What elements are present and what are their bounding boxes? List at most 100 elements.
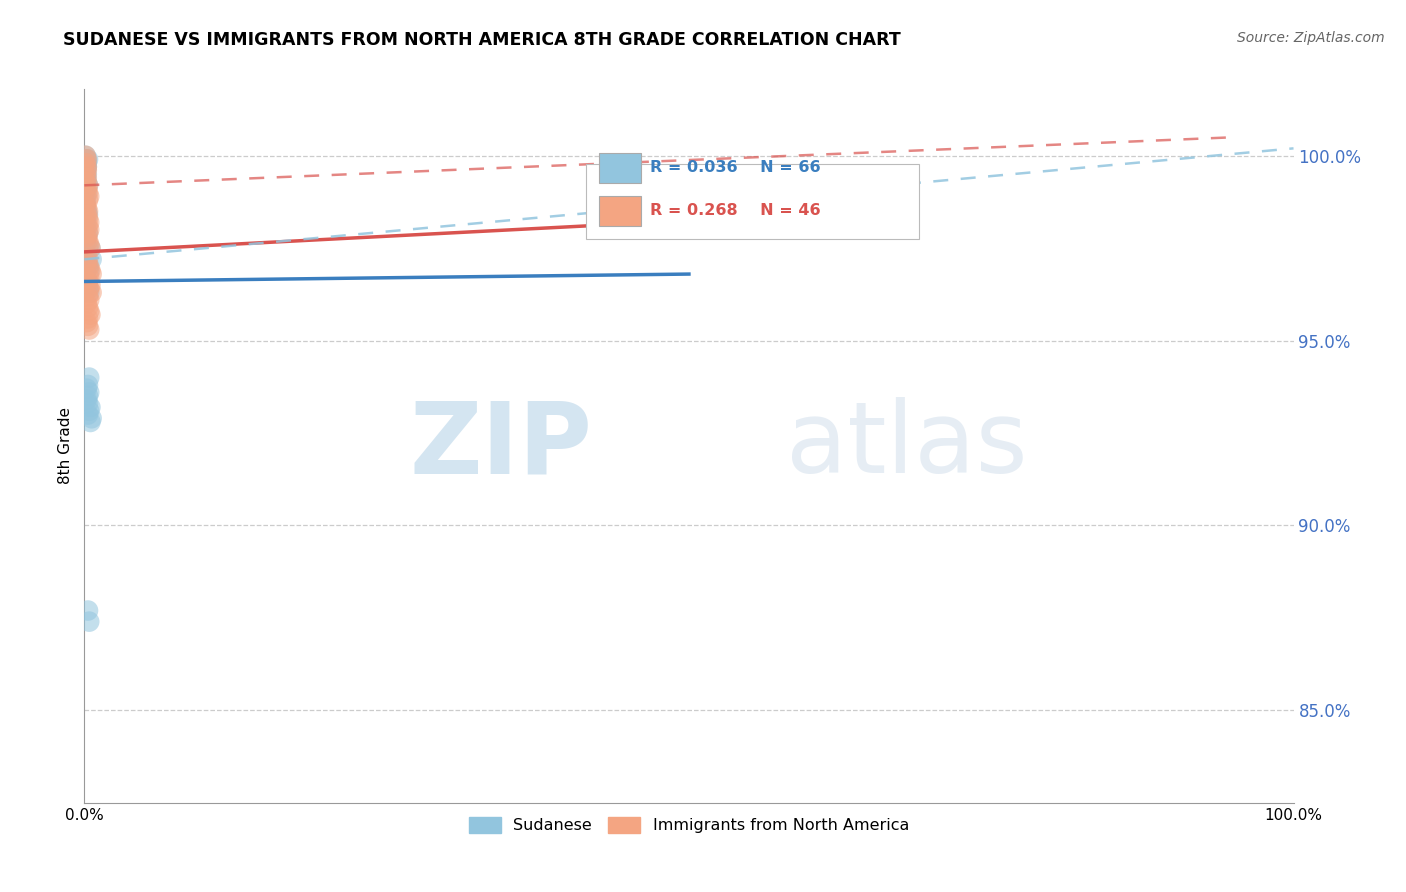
Point <box>77 227 100 241</box>
Point <box>75 189 97 203</box>
Point <box>75 201 97 215</box>
Point <box>80 411 103 425</box>
Point <box>76 296 98 310</box>
Point <box>80 252 103 267</box>
Point <box>76 153 98 167</box>
Legend: Sudanese, Immigrants from North America: Sudanese, Immigrants from North America <box>461 809 917 841</box>
Point <box>77 370 100 384</box>
Point <box>75 175 97 189</box>
Point <box>77 285 100 300</box>
Point <box>77 241 100 255</box>
Point <box>76 160 98 174</box>
Point <box>79 241 101 255</box>
Point <box>77 275 100 289</box>
Point <box>75 193 97 207</box>
Point <box>77 193 100 207</box>
Point <box>75 167 97 181</box>
Point <box>79 241 101 255</box>
Point <box>77 252 100 267</box>
Point <box>75 163 97 178</box>
Point <box>77 227 100 241</box>
Point <box>77 260 100 274</box>
Point <box>80 267 103 281</box>
Point <box>77 237 100 252</box>
Point <box>75 170 97 185</box>
Point <box>75 252 97 267</box>
Point <box>77 270 100 285</box>
FancyBboxPatch shape <box>599 196 641 227</box>
Point <box>77 282 100 296</box>
Point <box>76 186 98 200</box>
Point <box>75 237 97 252</box>
Point <box>77 263 100 277</box>
Point <box>77 408 100 422</box>
Point <box>76 230 98 244</box>
Point <box>77 186 100 200</box>
Point <box>76 201 98 215</box>
Point <box>79 263 101 277</box>
Point <box>77 178 100 193</box>
Point <box>76 160 98 174</box>
FancyBboxPatch shape <box>599 153 641 184</box>
Point <box>76 204 98 219</box>
Point <box>75 149 97 163</box>
Point <box>77 211 100 226</box>
Point <box>76 182 98 196</box>
Point <box>77 278 100 293</box>
Point <box>77 260 100 274</box>
Point <box>77 204 100 219</box>
Point <box>76 175 98 189</box>
Point <box>75 270 97 285</box>
Point <box>77 318 100 333</box>
Point <box>77 219 100 233</box>
Text: R = 0.036    N = 66: R = 0.036 N = 66 <box>650 161 821 175</box>
Point <box>79 278 101 293</box>
Point <box>75 170 97 185</box>
Point <box>77 208 100 222</box>
Point <box>75 215 97 229</box>
Point <box>77 234 100 248</box>
Point <box>77 396 100 410</box>
Point <box>75 244 97 259</box>
Point <box>76 256 98 270</box>
Point <box>77 603 100 617</box>
Point <box>75 153 97 167</box>
Point <box>77 404 100 418</box>
Point <box>77 189 100 203</box>
Point <box>77 304 100 318</box>
Point <box>76 230 98 244</box>
FancyBboxPatch shape <box>586 164 918 239</box>
Point <box>77 256 100 270</box>
Y-axis label: 8th Grade: 8th Grade <box>58 408 73 484</box>
Point <box>77 282 100 296</box>
Point <box>77 615 100 629</box>
Text: ZIP: ZIP <box>409 398 592 494</box>
Point <box>80 285 103 300</box>
Point <box>75 223 97 237</box>
Point <box>77 311 100 326</box>
Point <box>75 175 97 189</box>
Point <box>75 163 97 178</box>
Point <box>75 156 97 170</box>
Point <box>79 400 101 414</box>
Point <box>77 153 100 167</box>
Point <box>76 392 98 407</box>
Point <box>77 223 100 237</box>
Point <box>75 156 97 170</box>
Point <box>75 196 97 211</box>
Point <box>75 156 97 170</box>
Point <box>75 182 97 196</box>
Point <box>77 215 100 229</box>
Point <box>77 389 100 403</box>
Point <box>77 378 100 392</box>
Text: SUDANESE VS IMMIGRANTS FROM NORTH AMERICA 8TH GRADE CORRELATION CHART: SUDANESE VS IMMIGRANTS FROM NORTH AMERIC… <box>63 31 901 49</box>
Point <box>75 211 97 226</box>
Point <box>76 160 98 174</box>
Point <box>76 153 98 167</box>
Point <box>76 382 98 396</box>
Point <box>76 249 98 263</box>
Point <box>79 308 101 322</box>
Point <box>76 275 98 289</box>
Point <box>77 289 100 303</box>
Point <box>77 301 100 315</box>
